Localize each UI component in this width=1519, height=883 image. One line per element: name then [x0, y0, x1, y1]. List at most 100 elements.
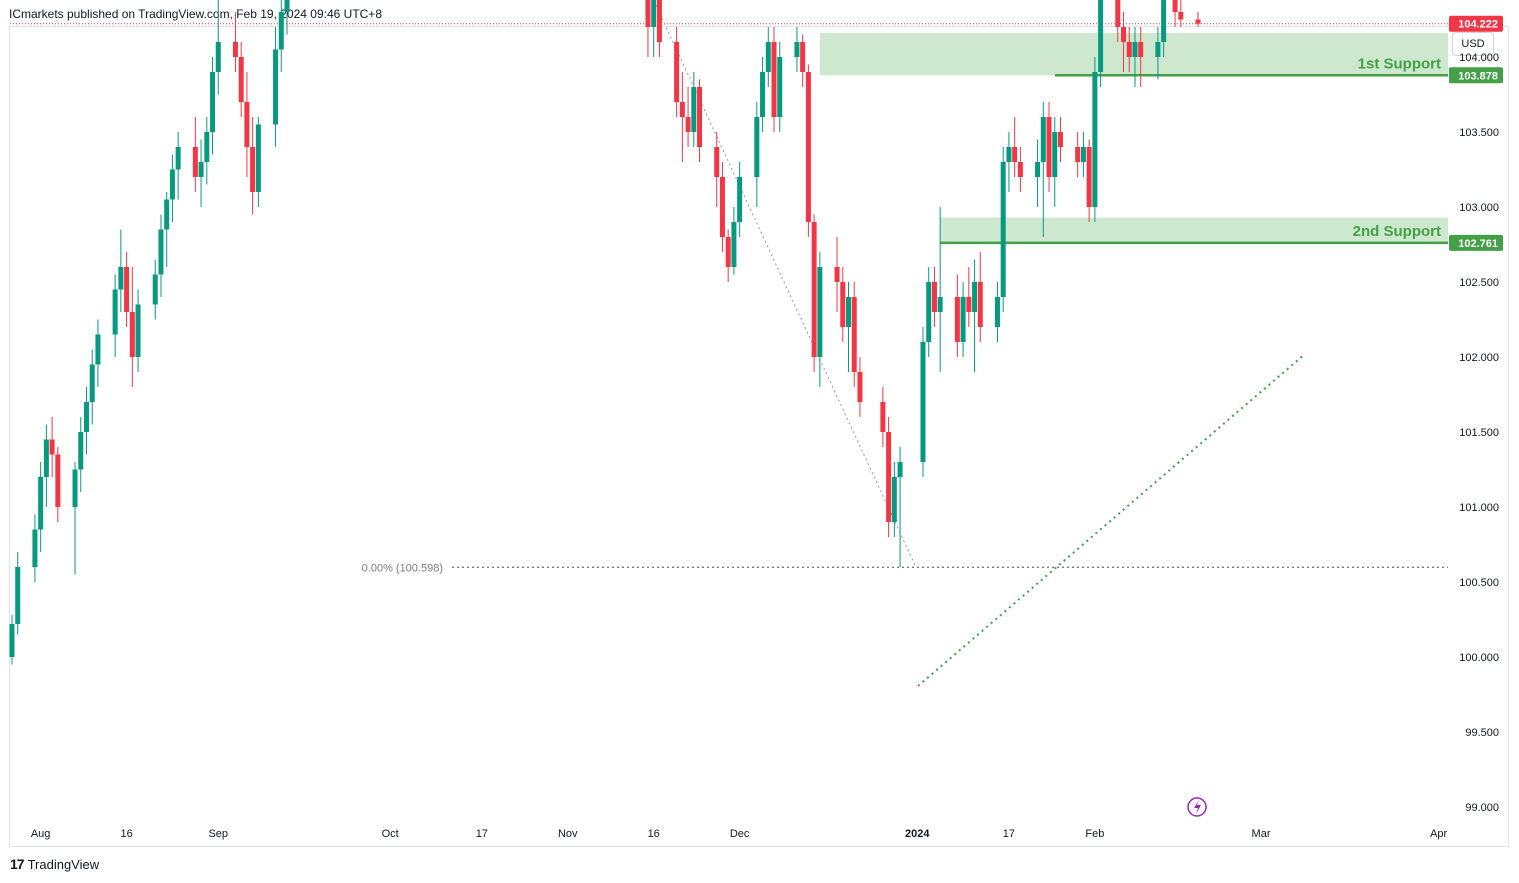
price-tick-label: 101.000: [1459, 502, 1499, 514]
candle-body: [112, 289, 118, 335]
candle-body: [737, 177, 743, 222]
candle-body: [1017, 162, 1023, 177]
time-tick-label: 2024: [905, 828, 930, 840]
candle-body: [83, 402, 89, 432]
candle-body: [886, 432, 892, 522]
price-tick-label: 103.500: [1459, 127, 1499, 139]
candle-body: [954, 297, 960, 342]
candle-body: [725, 237, 731, 267]
candle-body: [771, 42, 777, 117]
candle-body: [1178, 12, 1184, 20]
time-tick-label: Nov: [558, 828, 578, 840]
candle-body: [697, 87, 703, 147]
candle-body: [931, 282, 937, 312]
candle-body: [651, 0, 657, 27]
candle-body: [89, 364, 95, 402]
candle-body: [1132, 42, 1138, 57]
candle-body: [175, 147, 181, 170]
candle-body: [811, 222, 817, 357]
candle-body: [169, 169, 175, 200]
candle-body: [851, 297, 857, 372]
candle-body: [1115, 0, 1121, 27]
price-tick-label: 102.000: [1459, 352, 1499, 364]
candle-body: [215, 42, 221, 72]
candle-body: [1006, 147, 1012, 162]
level-price-badge-text: 103.878: [1458, 70, 1498, 82]
candle-body: [124, 267, 130, 312]
candle-body: [656, 0, 662, 42]
candle-body: [1057, 132, 1063, 147]
candle-body: [1052, 132, 1058, 177]
ascending-trendline: [917, 353, 1306, 687]
candle-body: [284, 0, 290, 12]
candle-body: [972, 282, 978, 312]
price-tick-label: 100.500: [1459, 577, 1499, 589]
candle-body: [760, 72, 766, 117]
candle-body: [645, 0, 651, 27]
candle-body: [273, 49, 279, 125]
candle-body: [1172, 0, 1178, 12]
candle-body: [55, 454, 61, 507]
logo-text: TradingView: [27, 856, 100, 872]
candle-body: [977, 282, 983, 327]
candle-body: [920, 342, 926, 462]
candle-body: [1075, 147, 1081, 162]
candle-body: [238, 57, 244, 102]
support-zone-2: [940, 217, 1448, 243]
candle-body: [9, 624, 15, 657]
candle-body: [714, 147, 720, 177]
level-price-badge-text: 102.761: [1458, 238, 1498, 250]
time-tick-label: 17: [476, 828, 488, 840]
candle-body: [891, 477, 897, 522]
candle-body: [244, 102, 250, 147]
candle-body: [719, 177, 725, 237]
candle-body: [857, 372, 863, 402]
candle-body: [164, 199, 170, 230]
candle-body: [1086, 147, 1092, 207]
candle-body: [897, 462, 903, 477]
level-price-badge: [1449, 67, 1503, 84]
last-price-badge-text: 104.222: [1458, 19, 1498, 31]
time-tick-label: Apr: [1430, 828, 1447, 840]
time-tick-label: Mar: [1252, 828, 1271, 840]
candle-body: [49, 439, 55, 455]
candle-body: [794, 42, 800, 57]
candle-body: [1040, 117, 1046, 162]
time-tick-label: Sep: [208, 828, 228, 840]
level-price-badge: [1449, 234, 1503, 251]
candle-body: [1098, 0, 1104, 72]
candle-body: [777, 57, 783, 117]
candle-body: [926, 282, 932, 342]
level-name-label: 1st Support: [1358, 55, 1441, 72]
candle-body: [32, 529, 38, 567]
price-tick-label: 99.000: [1465, 802, 1499, 814]
candle-body: [731, 222, 737, 267]
candle-body: [232, 42, 238, 57]
candle-body: [805, 72, 811, 222]
candle-body: [846, 297, 852, 327]
currency-button[interactable]: USD: [1452, 32, 1494, 56]
candle-body: [158, 229, 164, 275]
candle-body: [210, 72, 216, 132]
candle-body: [250, 147, 256, 192]
time-tick-label: 16: [648, 828, 660, 840]
candle-body: [960, 297, 966, 342]
candle-body: [1080, 147, 1086, 162]
price-tick-label: 103.000: [1459, 202, 1499, 214]
candle-body: [135, 304, 141, 357]
price-tick-label: 104.000: [1459, 52, 1499, 64]
price-tick-label: 99.500: [1465, 727, 1499, 739]
candle-body: [674, 42, 680, 102]
lightning-icon: [1187, 797, 1207, 817]
price-tick-label: 102.500: [1459, 277, 1499, 289]
candle-body: [1155, 42, 1161, 57]
candle-body: [38, 477, 44, 530]
candle-body: [1161, 0, 1167, 42]
candle-body: [1092, 72, 1098, 207]
candle-body: [278, 12, 284, 50]
candle-body: [1138, 42, 1144, 57]
last-price-badge: [1449, 15, 1503, 32]
candle-body: [129, 312, 135, 357]
tradingview-logo[interactable]: 17 TradingView: [10, 856, 99, 872]
